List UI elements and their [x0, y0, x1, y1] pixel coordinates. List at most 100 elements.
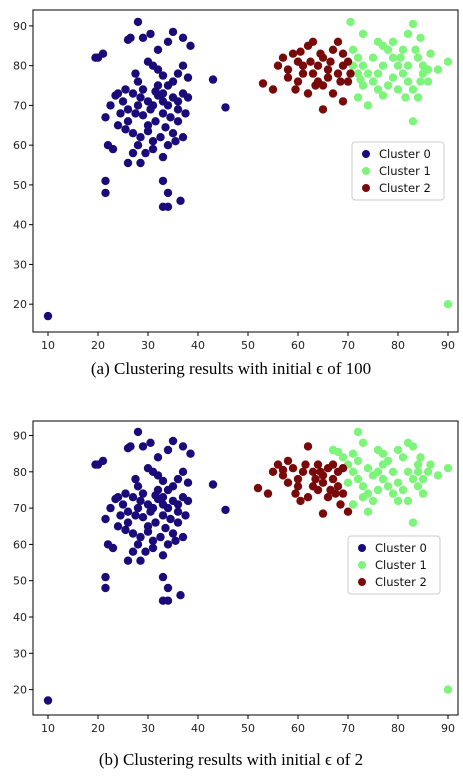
data-point: [348, 467, 358, 476]
data-point: [291, 489, 300, 498]
data-point: [373, 69, 383, 78]
data-point: [91, 53, 100, 62]
chart-caption: (a) Clustering results with initial ϵ of…: [91, 359, 371, 378]
data-point: [363, 69, 373, 78]
data-point: [146, 29, 155, 39]
data-point: [393, 61, 403, 70]
y-tick-label: 90: [13, 20, 27, 33]
data-point: [123, 507, 133, 516]
data-point: [293, 77, 303, 86]
x-tick-label: 20: [91, 722, 105, 735]
data-point: [136, 133, 145, 142]
data-point: [131, 474, 140, 484]
data-point: [158, 109, 168, 118]
data-point: [358, 493, 368, 502]
data-point: [153, 485, 163, 495]
data-point: [163, 583, 173, 593]
data-point: [183, 93, 193, 102]
data-point: [116, 109, 125, 118]
data-point: [208, 75, 218, 84]
x-tick-label: 90: [441, 722, 455, 735]
data-point: [101, 572, 110, 582]
data-point: [336, 500, 345, 509]
data-point: [338, 489, 348, 498]
y-tick-label: 50: [13, 179, 27, 192]
data-point: [141, 148, 150, 158]
data-point: [173, 500, 183, 509]
data-point: [388, 53, 398, 62]
data-point: [373, 85, 383, 94]
data-point: [346, 17, 355, 27]
data-point: [158, 89, 168, 98]
x-tick-label: 10: [41, 722, 55, 735]
data-point: [123, 105, 133, 114]
data-point: [178, 532, 188, 542]
data-point: [146, 507, 155, 516]
data-point: [186, 41, 195, 50]
data-point: [403, 496, 413, 506]
data-point: [176, 591, 185, 600]
data-point: [396, 53, 405, 62]
legend-marker: [362, 184, 370, 192]
data-point: [128, 129, 138, 138]
data-point: [178, 442, 188, 451]
data-point: [326, 57, 335, 66]
data-point: [166, 514, 175, 524]
data-point: [106, 503, 115, 513]
data-point: [221, 103, 230, 112]
data-point: [323, 493, 333, 502]
data-point: [178, 33, 188, 42]
data-point: [143, 127, 153, 136]
data-point: [128, 547, 138, 556]
data-point: [163, 101, 173, 110]
data-point: [113, 522, 123, 531]
data-point: [253, 483, 263, 493]
data-point: [368, 53, 378, 62]
data-point: [113, 121, 123, 130]
data-point: [303, 89, 313, 98]
data-point: [291, 85, 300, 94]
x-tick-label: 80: [391, 339, 405, 352]
y-tick-label: 60: [13, 538, 27, 551]
data-point: [181, 511, 190, 520]
data-point: [283, 65, 293, 74]
y-tick-label: 50: [13, 575, 27, 588]
data-point: [168, 77, 178, 86]
data-point: [136, 158, 145, 168]
data-point: [338, 49, 348, 58]
data-point: [323, 65, 333, 74]
data-point: [308, 37, 318, 46]
y-tick-label: 40: [13, 611, 27, 624]
data-point: [133, 482, 143, 491]
data-point: [163, 596, 173, 605]
data-point: [311, 81, 320, 90]
data-point: [403, 29, 413, 39]
data-point: [288, 464, 298, 473]
data-point: [423, 77, 433, 86]
data-point: [393, 496, 403, 506]
data-point: [363, 507, 373, 516]
x-tick-label: 10: [41, 339, 55, 352]
data-point: [133, 17, 143, 27]
data-point: [413, 53, 423, 62]
data-point: [358, 438, 368, 447]
data-point: [168, 129, 178, 138]
data-point: [378, 474, 388, 484]
data-point: [133, 540, 143, 549]
data-point: [356, 75, 365, 84]
data-point: [128, 89, 138, 98]
data-point: [408, 442, 418, 451]
data-point: [316, 467, 325, 476]
data-point: [293, 474, 303, 484]
data-point: [398, 453, 408, 462]
data-point: [368, 496, 378, 506]
series-1: [346, 17, 453, 309]
data-point: [101, 583, 110, 593]
data-point: [183, 73, 193, 82]
data-point: [416, 77, 425, 86]
data-point: [416, 453, 425, 462]
data-point: [101, 176, 110, 186]
data-point: [138, 33, 148, 42]
data-point: [433, 65, 443, 74]
data-point: [353, 474, 363, 484]
